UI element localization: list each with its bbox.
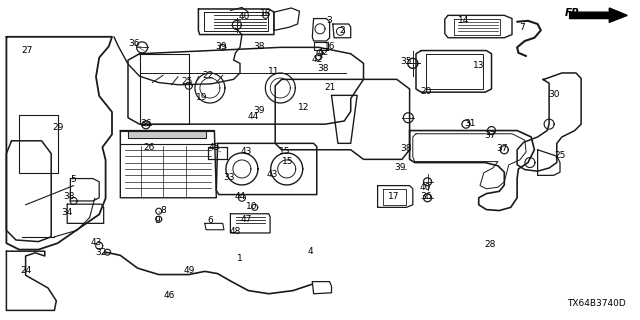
Text: FR.: FR. xyxy=(565,8,584,19)
Text: 34: 34 xyxy=(61,208,73,217)
Text: 13: 13 xyxy=(473,61,484,70)
Text: 8: 8 xyxy=(161,206,166,215)
Text: 47: 47 xyxy=(241,215,252,224)
Text: 31: 31 xyxy=(465,119,476,128)
Text: 38: 38 xyxy=(401,144,412,153)
Text: 6: 6 xyxy=(207,216,212,225)
Polygon shape xyxy=(570,8,627,22)
Text: 9: 9 xyxy=(154,216,159,225)
Text: 11: 11 xyxy=(268,68,280,76)
Text: 20: 20 xyxy=(420,87,431,96)
Text: 44: 44 xyxy=(234,192,246,201)
Text: 40: 40 xyxy=(420,183,431,192)
Text: 43: 43 xyxy=(241,148,252,156)
Text: 33: 33 xyxy=(223,173,235,182)
Text: 2: 2 xyxy=(340,26,345,35)
Text: 21: 21 xyxy=(324,84,335,92)
Text: 39: 39 xyxy=(215,42,227,51)
Text: 39: 39 xyxy=(253,106,265,115)
Text: 38: 38 xyxy=(253,42,265,51)
Text: 18: 18 xyxy=(260,9,271,18)
Text: 36: 36 xyxy=(140,119,152,128)
Text: 14: 14 xyxy=(458,16,470,25)
Text: 28: 28 xyxy=(484,240,495,249)
Text: 22: 22 xyxy=(202,71,214,80)
Text: 4: 4 xyxy=(308,247,313,256)
Text: 5: 5 xyxy=(71,175,76,184)
Text: 44: 44 xyxy=(247,112,259,121)
Text: 15: 15 xyxy=(282,157,294,166)
Text: 42: 42 xyxy=(317,48,329,57)
Text: 39: 39 xyxy=(394,164,406,172)
Text: 1: 1 xyxy=(237,254,243,263)
Text: 38: 38 xyxy=(317,64,329,73)
Text: 10: 10 xyxy=(246,202,257,211)
Text: 37: 37 xyxy=(497,144,508,153)
Text: 25: 25 xyxy=(182,77,193,86)
Text: 26: 26 xyxy=(143,143,155,152)
Text: 37: 37 xyxy=(484,132,495,140)
Text: 25: 25 xyxy=(554,151,566,160)
Text: 36: 36 xyxy=(420,192,431,201)
Text: 40: 40 xyxy=(239,12,250,21)
Text: TX64B3740D: TX64B3740D xyxy=(567,299,626,308)
Text: 49: 49 xyxy=(183,266,195,275)
Text: 16: 16 xyxy=(324,42,335,51)
Text: 24: 24 xyxy=(20,266,31,275)
Text: 3: 3 xyxy=(327,16,332,25)
Text: 32: 32 xyxy=(95,248,107,257)
Text: 46: 46 xyxy=(164,291,175,300)
Text: 30: 30 xyxy=(548,90,559,99)
Text: 36: 36 xyxy=(129,39,140,48)
Text: 38: 38 xyxy=(63,192,75,201)
Text: 19: 19 xyxy=(196,93,207,102)
Text: 12: 12 xyxy=(298,103,310,112)
Text: 15: 15 xyxy=(279,148,291,156)
Text: 45: 45 xyxy=(209,143,220,152)
Text: 27: 27 xyxy=(21,46,33,55)
Text: 7: 7 xyxy=(519,23,524,32)
Text: 48: 48 xyxy=(230,228,241,236)
Text: 43: 43 xyxy=(266,170,278,179)
Text: 43: 43 xyxy=(90,238,102,247)
Polygon shape xyxy=(128,131,206,138)
Text: 42: 42 xyxy=(311,55,323,64)
Text: 17: 17 xyxy=(388,192,399,201)
Text: 35: 35 xyxy=(401,57,412,66)
Text: 29: 29 xyxy=(52,123,63,132)
